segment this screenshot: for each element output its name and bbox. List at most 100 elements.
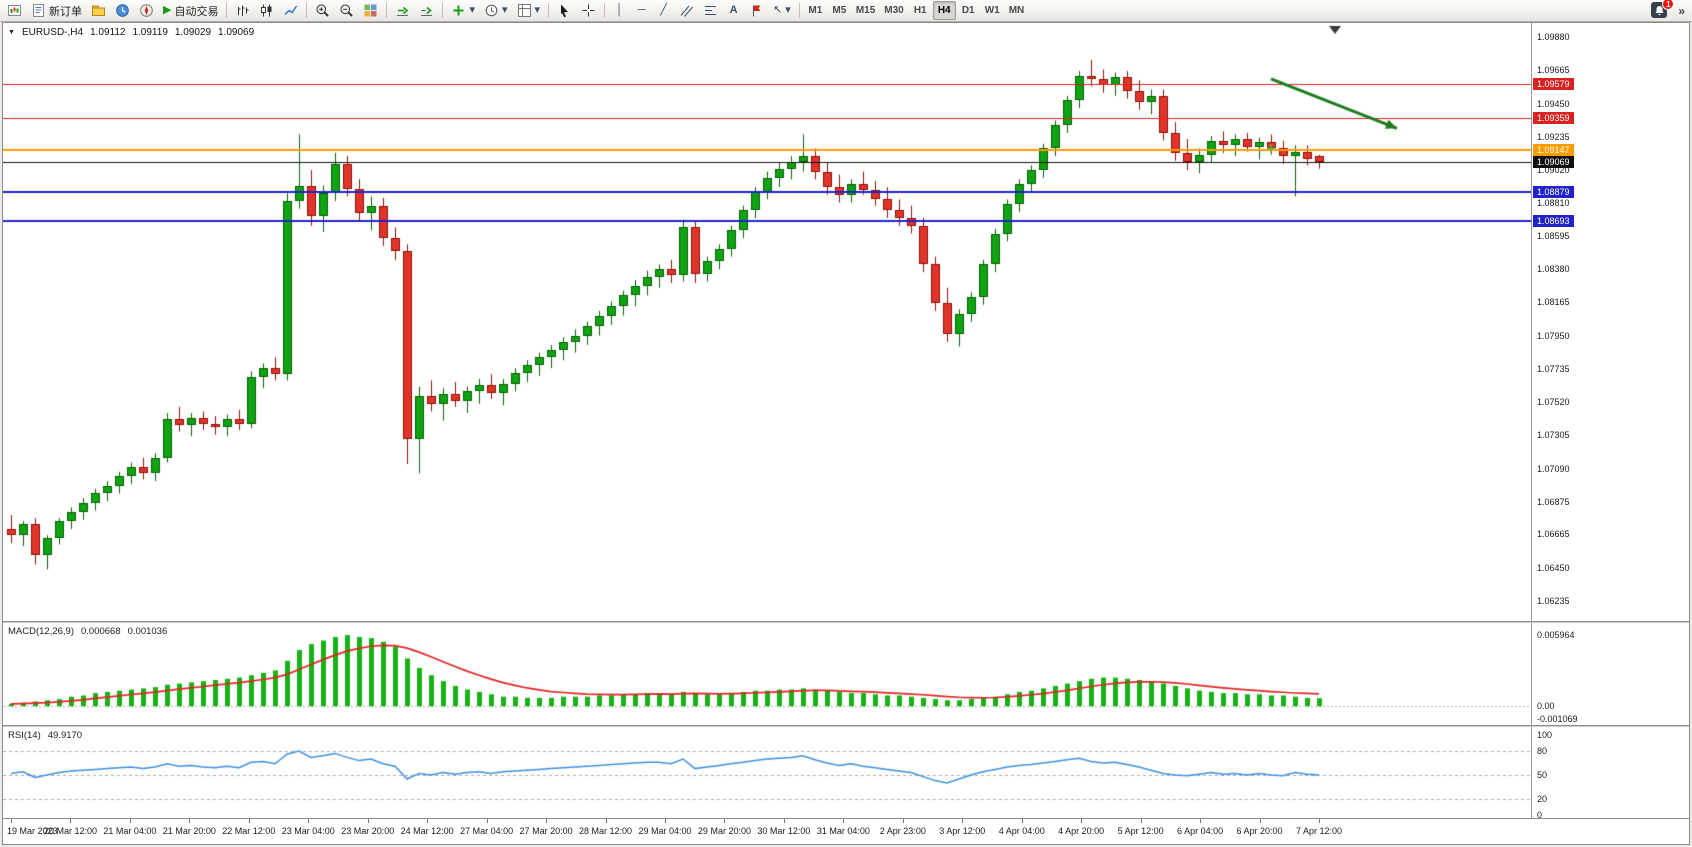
autotrading-button[interactable]: ▶ 自动交易 bbox=[159, 1, 222, 20]
time-axis-label: 23 Mar 20:00 bbox=[341, 826, 395, 836]
timeframe-button-h4[interactable]: H4 bbox=[932, 1, 956, 20]
fibonacci-tool-button[interactable] bbox=[699, 1, 722, 20]
templates-dropdown-button[interactable]: ▾ bbox=[513, 1, 545, 20]
crosshair-icon bbox=[582, 4, 595, 17]
equidistant-channel-icon bbox=[680, 5, 693, 17]
market-watch-icon bbox=[116, 4, 129, 17]
auto-scroll-button[interactable] bbox=[391, 1, 414, 20]
time-axis-label: 19 Mar 2023 bbox=[7, 826, 58, 836]
trendline-tool-button[interactable]: ╱ bbox=[653, 1, 674, 20]
toolbar-overflow-chevron-icon[interactable]: » bbox=[1678, 3, 1685, 18]
time-axis-label: 21 Mar 20:00 bbox=[162, 826, 216, 836]
timeframe-toolbar: M1 M5 M15 M30 H1 H4 D1 W1 MN bbox=[804, 1, 1028, 20]
timeframe-button-m30[interactable]: M30 bbox=[884, 5, 904, 16]
time-tick bbox=[1141, 819, 1142, 823]
time-tick bbox=[546, 819, 547, 823]
time-tick bbox=[724, 819, 725, 823]
time-tick bbox=[1200, 819, 1201, 823]
time-axis-label: 30 Mar 12:00 bbox=[757, 826, 811, 836]
time-tick bbox=[1319, 819, 1320, 823]
new-chart-button[interactable] bbox=[3, 1, 26, 20]
symbol-period-label: EURUSD-,H4 bbox=[21, 27, 84, 38]
periods-dropdown-button[interactable]: ▾ bbox=[480, 1, 512, 20]
notifications-button[interactable]: 1 bbox=[1651, 0, 1675, 19]
time-axis-label: 5 Apr 12:00 bbox=[1117, 826, 1164, 836]
time-axis[interactable]: 19 Mar 2023 20 Mar 12:00 21 Mar 04:00 21 Ma… bbox=[3, 818, 1689, 844]
arrow-object-icon: ↖ bbox=[773, 4, 783, 16]
high-value: 1.09119 bbox=[132, 27, 168, 38]
zoom-out-icon bbox=[340, 4, 354, 17]
line-chart-button[interactable] bbox=[279, 1, 302, 20]
label-tool-button[interactable] bbox=[745, 1, 768, 20]
price-axis-label: 1.07520 bbox=[1537, 397, 1570, 408]
chart-shift-button[interactable] bbox=[415, 1, 438, 20]
bar-chart-button[interactable] bbox=[231, 1, 254, 20]
autotrading-label: 自动交易 bbox=[174, 5, 219, 18]
price-axis-label: 1.07735 bbox=[1537, 363, 1570, 374]
toolbar-separator bbox=[386, 3, 388, 18]
collapse-chart-icon[interactable]: ▼ bbox=[8, 29, 15, 36]
price-axis-label: 1.07950 bbox=[1537, 330, 1570, 341]
timeframe-button-w1[interactable]: W1 bbox=[984, 5, 1000, 16]
time-axis-label: 2 Apr 23:00 bbox=[879, 826, 926, 836]
macd-pane-canvas[interactable] bbox=[3, 623, 1531, 725]
time-tick bbox=[427, 819, 428, 823]
candlestick-icon bbox=[261, 4, 272, 17]
time-tick bbox=[308, 819, 309, 823]
time-axis-label: 21 Mar 04:00 bbox=[103, 826, 157, 836]
new-order-icon bbox=[33, 4, 44, 17]
arrows-dropdown-button[interactable]: ↖ ▾ bbox=[769, 1, 795, 20]
time-axis-label: 27 Mar 04:00 bbox=[460, 826, 514, 836]
pane-splitter[interactable] bbox=[3, 621, 1689, 623]
time-tick bbox=[843, 819, 844, 823]
horizontal-line-tool-button[interactable]: ─ bbox=[631, 1, 652, 20]
period-clock-icon bbox=[485, 4, 498, 17]
tile-windows-button[interactable] bbox=[359, 1, 382, 20]
macd-signal-value: 0.001036 bbox=[127, 626, 168, 637]
zoom-out-button[interactable] bbox=[335, 1, 358, 20]
timeframe-button-mn[interactable]: MN bbox=[1008, 5, 1025, 16]
indicators-dropdown-button[interactable]: ▾ bbox=[447, 1, 479, 20]
price-axis-label: 1.06450 bbox=[1537, 562, 1570, 573]
rsi-name: RSI(14) bbox=[8, 730, 41, 741]
timeframe-button-m1[interactable]: M1 bbox=[808, 5, 823, 16]
price-chart-canvas[interactable] bbox=[3, 23, 1531, 621]
timeframe-button-m15[interactable]: M15 bbox=[855, 5, 876, 16]
time-axis-label: 22 Mar 12:00 bbox=[222, 826, 276, 836]
vertical-line-icon: │ bbox=[616, 4, 623, 16]
zoom-in-button[interactable] bbox=[311, 1, 334, 20]
candlestick-chart-button[interactable] bbox=[255, 1, 278, 20]
time-axis-label: 6 Apr 20:00 bbox=[1236, 826, 1283, 836]
price-axis-label: 1.09880 bbox=[1537, 32, 1570, 42]
toolbar-separator bbox=[306, 3, 308, 18]
pane-splitter[interactable] bbox=[3, 725, 1689, 727]
rsi-indicator-label: RSI(14) 49.9170 bbox=[8, 730, 82, 741]
channel-tool-button[interactable] bbox=[675, 1, 698, 20]
price-axis-label: 1.09235 bbox=[1537, 131, 1570, 142]
price-axis-label: 1.08595 bbox=[1537, 230, 1570, 241]
time-axis-label: 20 Mar 12:00 bbox=[43, 826, 97, 836]
vertical-line-tool-button[interactable]: │ bbox=[609, 1, 630, 20]
crosshair-button[interactable] bbox=[577, 1, 600, 20]
new-chart-icon bbox=[8, 5, 21, 16]
price-axis-label: 1.06875 bbox=[1537, 496, 1570, 507]
timeframe-button-m5[interactable]: M5 bbox=[832, 5, 847, 16]
cursor-button[interactable] bbox=[553, 1, 576, 20]
new-order-button[interactable]: 新订单 bbox=[27, 1, 86, 20]
price-axis[interactable]: 1.09880 1.09665 1.09450 1.09235 1.09020 1.088… bbox=[1532, 23, 1689, 820]
main-toolbar: 新订单 ▶ 自动交易 ▾ ▾ bbox=[0, 0, 1692, 22]
profiles-button[interactable] bbox=[87, 1, 110, 20]
timeframe-button-d1[interactable]: D1 bbox=[961, 5, 975, 16]
time-tick bbox=[1022, 819, 1023, 823]
add-indicator-icon bbox=[453, 5, 464, 16]
rsi-pane-canvas[interactable] bbox=[3, 727, 1531, 818]
time-tick bbox=[70, 819, 71, 823]
navigator-button[interactable] bbox=[135, 1, 158, 20]
market-watch-button[interactable] bbox=[111, 1, 134, 20]
chart-legend: ▼ EURUSD-,H4 1.09112 1.09119 1.09029 1.0… bbox=[8, 27, 254, 38]
macd-axis-label: 0.00 bbox=[1537, 701, 1555, 712]
timeframe-button-h1[interactable]: H1 bbox=[913, 5, 927, 16]
rsi-axis-label: 50 bbox=[1537, 770, 1548, 780]
time-axis-label: 29 Mar 20:00 bbox=[697, 826, 751, 836]
text-tool-button[interactable]: A bbox=[723, 1, 744, 20]
